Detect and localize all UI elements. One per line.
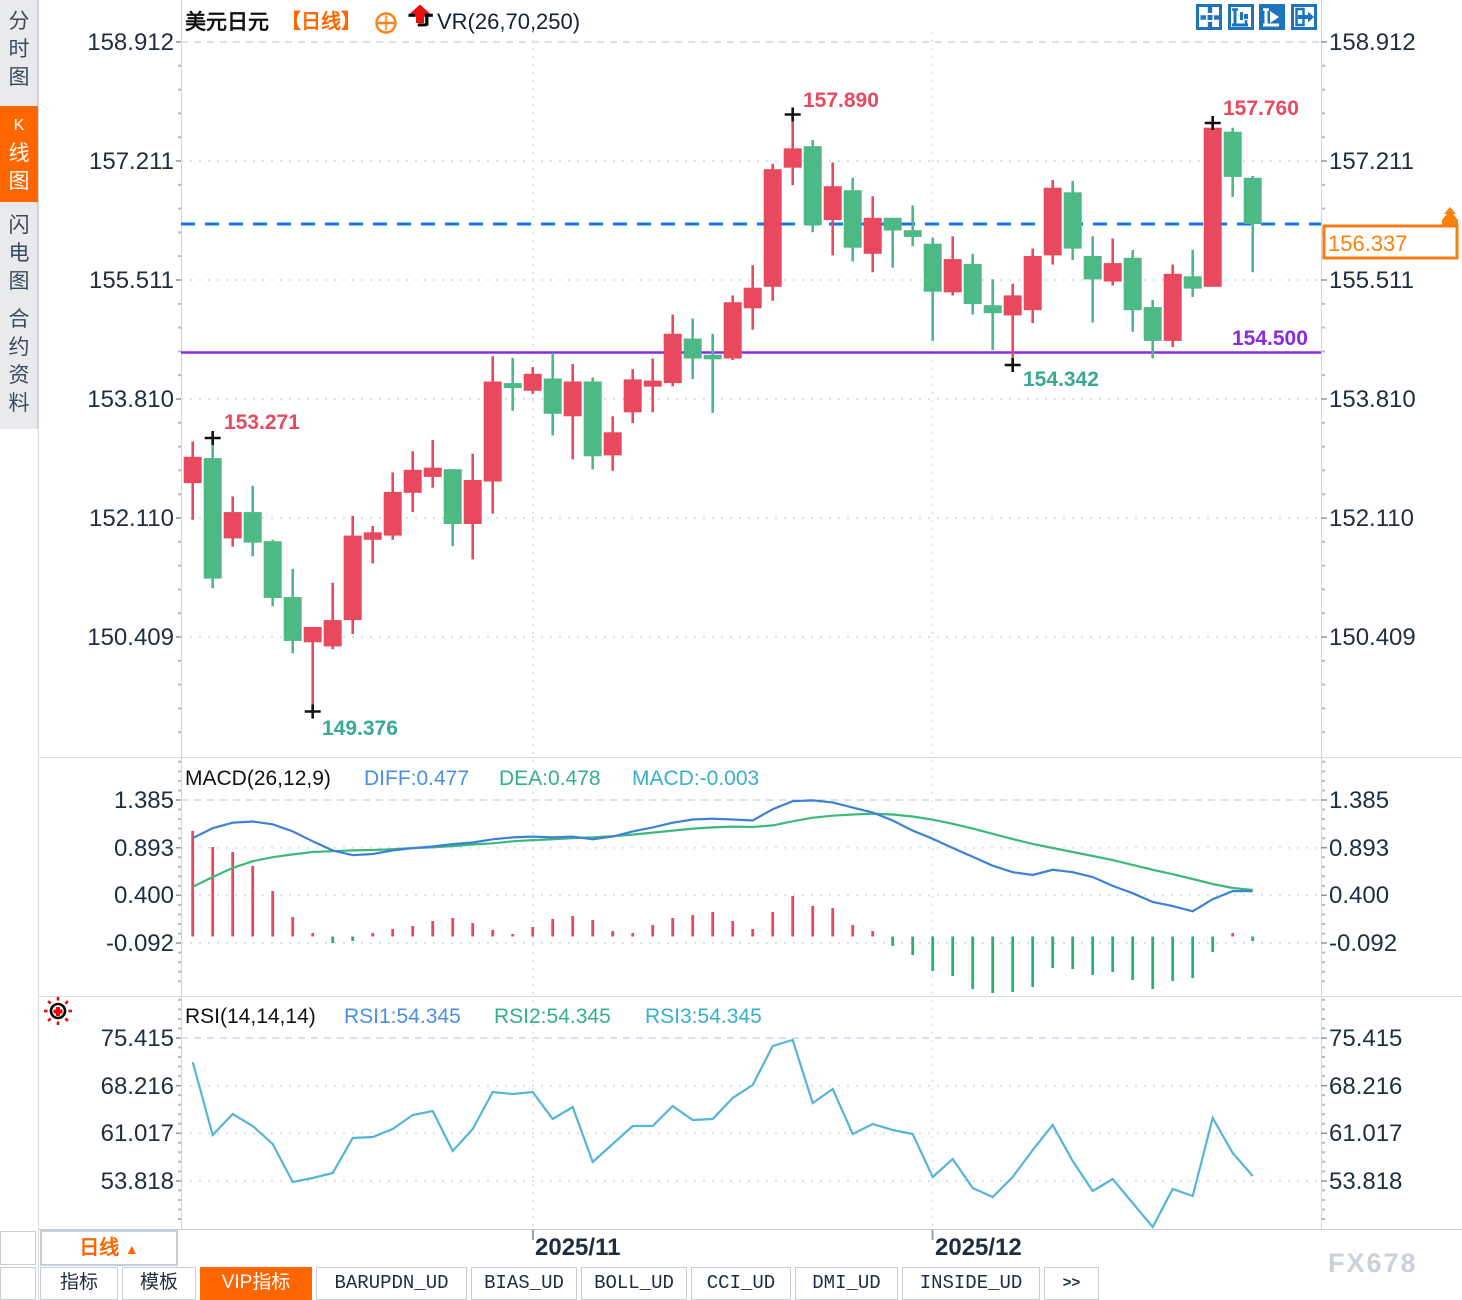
svg-text:68.216: 68.216 xyxy=(101,1073,174,1100)
svg-text:153.810: 153.810 xyxy=(1329,386,1416,413)
svg-text:153.271: 153.271 xyxy=(224,411,300,434)
svg-text:-0.092: -0.092 xyxy=(1329,930,1397,957)
svg-text:RSI3:54.345: RSI3:54.345 xyxy=(645,1005,762,1028)
svg-text:154.342: 154.342 xyxy=(1023,368,1099,391)
svg-text:157.211: 157.211 xyxy=(89,148,174,175)
svg-text:61.017: 61.017 xyxy=(1329,1120,1402,1147)
svg-text:75.415: 75.415 xyxy=(101,1025,174,1052)
svg-text:150.409: 150.409 xyxy=(87,624,174,651)
svg-text:157.760: 157.760 xyxy=(1223,97,1299,120)
svg-text:-0.092: -0.092 xyxy=(106,930,174,957)
svg-text:154.500: 154.500 xyxy=(1232,327,1308,350)
svg-text:MACD(26,12,9): MACD(26,12,9) xyxy=(185,767,331,790)
svg-text:152.110: 152.110 xyxy=(1329,505,1414,532)
svg-text:0.893: 0.893 xyxy=(1329,835,1389,862)
svg-text:155.511: 155.511 xyxy=(89,267,174,294)
svg-text:DIFF:0.477: DIFF:0.477 xyxy=(364,767,469,790)
svg-text:150.409: 150.409 xyxy=(1329,624,1416,651)
svg-text:0.400: 0.400 xyxy=(114,882,174,909)
svg-text:1.385: 1.385 xyxy=(1329,787,1389,814)
svg-text:53.818: 53.818 xyxy=(101,1168,174,1195)
svg-text:1.385: 1.385 xyxy=(114,787,174,814)
svg-text:RSI2:54.345: RSI2:54.345 xyxy=(494,1005,611,1028)
svg-text:MACD:-0.003: MACD:-0.003 xyxy=(632,767,759,790)
svg-text:75.415: 75.415 xyxy=(1329,1025,1402,1052)
svg-text:152.110: 152.110 xyxy=(89,505,174,532)
svg-text:61.017: 61.017 xyxy=(101,1120,174,1147)
svg-text:157.211: 157.211 xyxy=(1329,148,1414,175)
svg-text:68.216: 68.216 xyxy=(1329,1073,1402,1100)
svg-text:0.400: 0.400 xyxy=(1329,882,1389,909)
svg-text:RSI1:54.345: RSI1:54.345 xyxy=(344,1005,461,1028)
svg-text:158.912: 158.912 xyxy=(1329,29,1416,56)
svg-text:158.912: 158.912 xyxy=(87,29,174,56)
svg-text:156.337: 156.337 xyxy=(1328,231,1408,256)
svg-text:0.893: 0.893 xyxy=(114,835,174,862)
svg-text:155.511: 155.511 xyxy=(1329,267,1414,294)
svg-text:【日线】: 【日线】 xyxy=(281,9,361,33)
svg-text:149.376: 149.376 xyxy=(322,717,398,740)
svg-text:美元日元: 美元日元 xyxy=(185,10,269,34)
svg-text:157.890: 157.890 xyxy=(803,89,879,112)
svg-text:53.818: 53.818 xyxy=(1329,1168,1402,1195)
svg-text:VR(26,70,250): VR(26,70,250) xyxy=(437,9,580,34)
svg-text:DEA:0.478: DEA:0.478 xyxy=(499,767,601,790)
svg-text:153.810: 153.810 xyxy=(87,386,174,413)
svg-text:RSI(14,14,14): RSI(14,14,14) xyxy=(185,1005,316,1028)
